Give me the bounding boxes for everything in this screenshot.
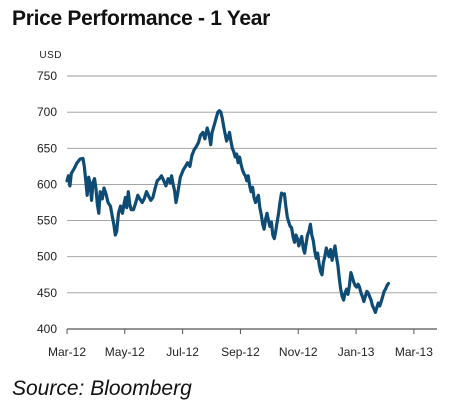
y-unit-label: USD xyxy=(39,50,62,61)
y-tick-label-450: 450 xyxy=(37,286,57,300)
chart-title: Price Performance - 1 Year xyxy=(12,7,270,30)
y-tick-label-750: 750 xyxy=(37,69,57,83)
x-tick-label-Jan-13: Jan-13 xyxy=(338,345,375,359)
source-note: Source: Bloomberg xyxy=(12,377,192,400)
y-tick-label-400: 400 xyxy=(37,322,57,336)
x-tick-label-Sep-12: Sep-12 xyxy=(221,345,260,359)
price-series-line-0 xyxy=(65,109,390,314)
y-tick-label-650: 650 xyxy=(37,141,57,155)
x-tick-label-Jul-12: Jul-12 xyxy=(166,345,199,359)
x-tick-label-Nov-12: Nov-12 xyxy=(279,345,318,359)
x-tick-label-Mar-12: Mar-12 xyxy=(48,345,86,359)
y-tick-label-550: 550 xyxy=(37,214,57,228)
y-tick-label-500: 500 xyxy=(37,250,57,264)
y-tick-label-700: 700 xyxy=(37,105,57,119)
x-tick-label-Mar-13: Mar-13 xyxy=(395,345,433,359)
y-tick-label-600: 600 xyxy=(37,177,57,191)
x-tick-label-May-12: May-12 xyxy=(105,345,145,359)
